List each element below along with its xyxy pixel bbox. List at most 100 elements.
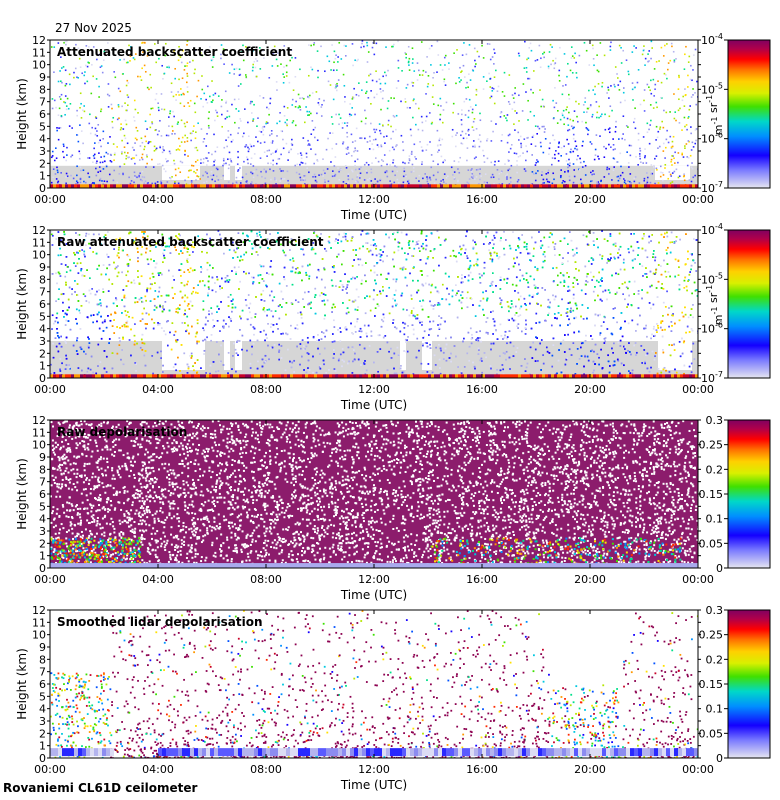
surface-layer <box>218 184 221 188</box>
speckle <box>90 92 93 95</box>
speckle <box>122 73 124 75</box>
speckle <box>365 169 368 172</box>
speckle <box>235 176 238 179</box>
speckle <box>84 64 87 67</box>
speckle <box>592 47 594 50</box>
speckle <box>79 152 81 155</box>
speckle <box>378 78 381 81</box>
speckle <box>573 169 576 171</box>
speckle <box>261 175 263 178</box>
surface-layer <box>275 184 278 188</box>
speckle <box>80 102 82 105</box>
speckle <box>141 158 144 161</box>
speckle <box>657 182 660 184</box>
speckle <box>385 46 387 48</box>
surface-layer <box>617 184 620 188</box>
speckle <box>394 174 396 177</box>
speckle <box>695 128 698 130</box>
surface-layer <box>587 184 590 188</box>
speckle <box>179 48 181 50</box>
speckle <box>611 179 613 181</box>
speckle <box>562 85 564 87</box>
speckle <box>252 118 255 120</box>
speckle <box>175 149 178 151</box>
speckle <box>604 113 606 116</box>
speckle <box>529 110 532 113</box>
surface-layer <box>503 184 506 188</box>
speckle <box>266 149 269 152</box>
speckle <box>320 45 322 48</box>
speckle <box>525 145 527 147</box>
speckle <box>437 54 440 56</box>
speckle <box>408 57 411 60</box>
speckle <box>547 171 549 174</box>
speckle <box>384 82 387 85</box>
speckle <box>603 54 606 57</box>
speckle <box>443 78 446 81</box>
speckle <box>167 134 170 137</box>
speckle <box>313 162 315 165</box>
surface-layer <box>521 184 524 188</box>
speckle <box>287 179 289 182</box>
speckle <box>406 83 409 86</box>
speckle <box>255 136 257 139</box>
speckle <box>406 180 409 183</box>
speckle <box>415 123 417 126</box>
speckle <box>280 63 282 65</box>
speckle <box>154 43 156 45</box>
speckle <box>537 161 539 163</box>
speckle <box>209 95 211 98</box>
speckle <box>367 97 370 99</box>
speckle <box>270 178 272 181</box>
speckle <box>533 173 535 175</box>
speckle <box>543 131 546 133</box>
speckle <box>422 69 425 72</box>
speckle <box>514 110 516 112</box>
speckle <box>474 146 476 148</box>
speckle <box>297 93 300 96</box>
speckle <box>343 122 346 124</box>
speckle <box>220 105 223 108</box>
surface-layer <box>377 184 380 188</box>
speckle <box>355 180 358 182</box>
speckle <box>82 169 85 172</box>
speckle <box>173 115 175 118</box>
speckle <box>531 171 534 173</box>
speckle <box>553 63 556 66</box>
speckle <box>491 87 494 89</box>
speckle <box>596 181 598 183</box>
speckle <box>310 112 312 115</box>
speckle <box>53 71 55 74</box>
speckle <box>611 109 613 112</box>
surface-layer <box>179 184 182 188</box>
speckle <box>90 182 93 185</box>
speckle <box>56 166 58 169</box>
speckle <box>570 57 573 59</box>
speckle <box>660 97 663 99</box>
speckle <box>692 146 695 148</box>
speckle <box>633 177 635 180</box>
speckle <box>594 85 596 88</box>
surface-layer <box>341 184 344 188</box>
surface-layer <box>455 184 458 188</box>
speckle <box>134 142 136 144</box>
speckle <box>334 156 337 158</box>
speckle <box>214 150 217 153</box>
speckle <box>380 91 382 93</box>
speckle <box>436 40 439 43</box>
speckle <box>659 165 662 168</box>
speckle <box>694 92 696 94</box>
speckle <box>608 131 611 134</box>
speckle <box>666 129 668 132</box>
speckle <box>303 177 305 180</box>
speckle <box>331 147 334 150</box>
speckle <box>100 65 103 67</box>
speckle <box>643 45 645 47</box>
speckle <box>460 123 463 126</box>
surface-layer <box>92 184 95 188</box>
speckle <box>270 130 273 132</box>
speckle <box>486 43 489 45</box>
speckle <box>624 179 626 182</box>
speckle <box>64 40 66 43</box>
speckle <box>51 107 54 110</box>
